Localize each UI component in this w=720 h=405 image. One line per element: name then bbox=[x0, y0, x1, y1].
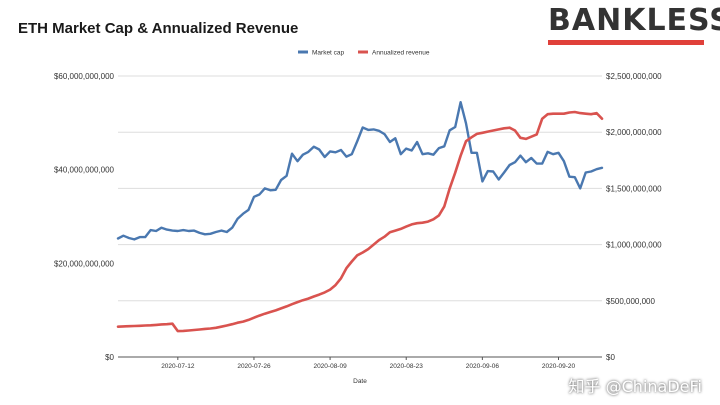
x-tick-label: 2020-07-26 bbox=[237, 363, 271, 370]
y-right-tick-label: $2,500,000,000 bbox=[606, 72, 662, 81]
x-tick-label: 2020-07-12 bbox=[161, 363, 195, 370]
y-left-tick-label: $20,000,000,000 bbox=[54, 259, 115, 268]
brand-underline bbox=[548, 40, 704, 45]
x-tick-label: 2020-08-23 bbox=[390, 363, 424, 370]
x-tick-label: 2020-08-09 bbox=[313, 363, 347, 370]
x-tick-label: 2020-09-06 bbox=[466, 363, 500, 370]
legend-label: Annualized revenue bbox=[372, 50, 430, 57]
chart-title: ETH Market Cap & Annualized Revenue bbox=[18, 20, 299, 37]
x-axis-label: Date bbox=[353, 378, 367, 385]
x-tick-label: 2020-09-20 bbox=[542, 363, 576, 370]
y-right-tick-label: $1,000,000,000 bbox=[606, 241, 662, 250]
series-line-annualized-revenue bbox=[116, 110, 604, 333]
watermark: 知乎 @ChinaDeFi bbox=[568, 377, 702, 396]
brand-name: BANKLESS bbox=[548, 3, 720, 38]
y-left-tick-label: $0 bbox=[105, 353, 114, 362]
y-right-tick-label: $500,000,000 bbox=[606, 297, 655, 306]
bankless-logo: BANKLESS bbox=[548, 3, 720, 45]
legend-label: Market cap bbox=[312, 50, 345, 57]
y-right-tick-label: $0 bbox=[606, 353, 615, 362]
y-left-tick-label: $60,000,000,000 bbox=[54, 72, 115, 81]
y-right-tick-label: $2,000,000,000 bbox=[606, 128, 662, 137]
y-right-tick-label: $1,500,000,000 bbox=[606, 184, 662, 193]
y-left-tick-label: $40,000,000,000 bbox=[54, 166, 115, 175]
series-line-market-cap bbox=[116, 100, 604, 241]
